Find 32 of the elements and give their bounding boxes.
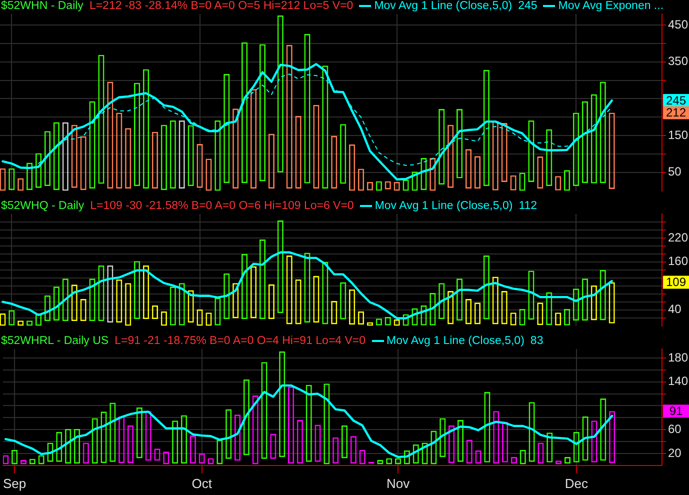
- text: 91: [669, 404, 683, 418]
- x-tick-label: Nov: [386, 476, 410, 491]
- y-tick-label: 450: [668, 17, 688, 32]
- x-tick-label: Dec: [564, 476, 588, 491]
- y-tick-label: 40: [668, 302, 682, 316]
- text: 245: [518, 0, 538, 12]
- legend-label: Mov Avg 1 Line (Close,5,0): [374, 0, 512, 12]
- legend-label: Mov Avg 1 Line (Close,5,0): [386, 335, 524, 347]
- y-tick-label: 150: [668, 128, 688, 142]
- chart-title: $52WHQ - Daily: [1, 200, 84, 212]
- chart-subtitle: L=212 -83 -28.14% B=0 A=0 O=5 Hi=212 Lo=5 V=0: [89, 0, 354, 12]
- text: 83: [530, 335, 544, 347]
- text: 212: [666, 106, 686, 120]
- y-tick-label: 180: [668, 350, 688, 364]
- y-tick-label: 220: [668, 230, 688, 244]
- y-tick-label: 350: [668, 54, 688, 68]
- x-tick-label: Oct: [192, 476, 212, 491]
- text: 112: [518, 200, 538, 212]
- y-tick-label: 50: [668, 164, 682, 179]
- chart-title: $52WHN - Daily: [1, 0, 84, 12]
- chart-subtitle: L=109 -30 -21.58% B=0 A=0 O=6 Hi=109 Lo=6 V=0: [90, 200, 354, 212]
- y-tick-label: 160: [668, 254, 688, 268]
- text: 109: [666, 275, 686, 290]
- x-tick-label: Sep: [2, 476, 26, 491]
- y-tick-label: 140: [668, 374, 688, 388]
- y-tick-label: 60: [668, 422, 682, 436]
- text: 245: [666, 93, 686, 108]
- y-tick-label: 20: [668, 446, 682, 460]
- legend-label: Mov Avg 1 Line (Close,5,0): [374, 200, 513, 212]
- legend-label: Mov Avg Exponen ...: [558, 0, 664, 12]
- chart-title: $52WHRL - Daily US: [1, 335, 109, 347]
- chart-subtitle: L=91 -21 -18.75% B=0 A=0 O=4 Hi=91 Lo=4 V=0: [114, 335, 366, 347]
